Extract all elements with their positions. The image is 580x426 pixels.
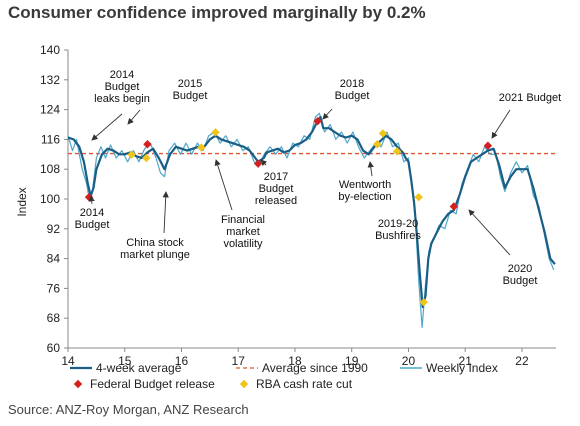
y-tick-label: 140 <box>40 43 60 57</box>
annotation-text: 2014 <box>110 69 134 81</box>
legend-item: Weekly Index <box>400 361 498 375</box>
budget-release-marker <box>253 159 263 168</box>
annotation-text: 2019-20 <box>378 218 418 230</box>
annotation-text: 2018 <box>340 78 364 90</box>
legend-label: Average since 1990 <box>262 361 368 375</box>
annotation-arrow <box>468 209 511 256</box>
rba-rate-cut-marker <box>142 153 151 163</box>
annotation-arrow <box>491 109 511 139</box>
legend-item: Federal Budget release <box>73 377 215 391</box>
annotation-arrow <box>367 161 374 177</box>
x-tick-label: 18 <box>288 354 302 368</box>
legend-label: RBA cash rate cut <box>256 377 353 391</box>
legend-swatch <box>73 379 83 389</box>
annotation-arrow <box>127 109 141 125</box>
annotation: 2021 Budget <box>491 92 561 139</box>
y-tick-label: 84 <box>47 252 61 266</box>
annotation-arrow <box>260 159 268 167</box>
budget-release-marker <box>483 141 493 150</box>
rba-rate-cut-marker <box>211 128 220 137</box>
y-axis-label: Index <box>15 187 29 216</box>
legend-item: 4-week average <box>70 361 182 375</box>
annotation-arrow <box>214 159 233 211</box>
annotation-text: market plunge <box>120 249 190 261</box>
x-tick-label: 20 <box>402 354 416 368</box>
annotation-arrow <box>91 113 123 141</box>
annotation-text: 2014 <box>80 207 104 219</box>
rba-rate-cut-marker <box>127 150 136 159</box>
x-tick-label: 17 <box>232 354 246 368</box>
legend-swatch <box>239 379 249 389</box>
x-tick-label: 16 <box>175 354 189 368</box>
annotation-text: Budget <box>105 81 140 93</box>
x-tick-label: 15 <box>118 354 132 368</box>
annotation-text: leaks begin <box>94 93 150 105</box>
rba-rate-cut-marker <box>373 140 382 149</box>
annotation-text: 2015 <box>178 78 202 90</box>
y-tick-label: 68 <box>47 311 61 325</box>
weekly-index-line <box>67 112 555 329</box>
rba-rate-cut-marker <box>378 129 388 138</box>
annotation-text: 2017 <box>264 171 288 183</box>
source-note: Source: ANZ-Roy Morgan, ANZ Research <box>8 402 249 417</box>
rba-rate-cut-marker <box>414 192 423 202</box>
annotation-text: market <box>226 226 260 238</box>
legend-label: 4-week average <box>96 361 182 375</box>
annotation-text: by-election <box>338 191 391 203</box>
x-tick-label: 21 <box>459 354 473 368</box>
budget-release-marker <box>313 116 322 126</box>
y-tick-label: 92 <box>47 222 61 236</box>
annotation-arrow <box>322 108 333 120</box>
x-tick-label: 19 <box>345 354 359 368</box>
legend-label: Federal Budget release <box>90 377 215 391</box>
annotation-text: volatility <box>223 238 263 250</box>
y-tick-label: 124 <box>40 103 60 117</box>
chart-title: Consumer confidence improved marginally … <box>8 3 426 22</box>
y-tick-label: 60 <box>47 341 61 355</box>
annotation-arrow <box>162 191 169 234</box>
y-tick-label: 100 <box>40 192 60 206</box>
annotation-text: 2021 Budget <box>499 92 561 104</box>
legend-label: Weekly Index <box>426 361 498 375</box>
y-tick-label: 76 <box>47 281 61 295</box>
rba-rate-cut-marker <box>392 147 402 156</box>
y-tick-label: 108 <box>40 162 60 176</box>
budget-release-marker <box>143 140 152 149</box>
x-tick-label: 22 <box>515 354 529 368</box>
y-tick-label: 116 <box>41 132 60 146</box>
annotation-text: Budget <box>173 90 208 102</box>
annotation-text: Budget <box>335 90 370 102</box>
rba-rate-cut-marker <box>197 143 206 152</box>
y-tick-label: 132 <box>40 73 60 87</box>
rba-rate-cut-marker <box>419 297 428 307</box>
four-week-average-line <box>67 115 556 309</box>
legend-item: Average since 1990 <box>236 361 368 375</box>
annotation-text: Bushfires <box>375 230 421 242</box>
annotation-text: Budget <box>75 219 110 231</box>
budget-release-marker <box>449 202 459 211</box>
annotation-arrow <box>88 195 95 205</box>
annotation-text: China stock <box>126 237 184 249</box>
annotation-text: Budget <box>503 275 538 287</box>
annotation-text: released <box>255 195 297 207</box>
annotation-text: 2020 <box>508 263 532 275</box>
x-tick-label: 14 <box>61 354 75 368</box>
annotation-text: Financial <box>221 214 265 226</box>
annotation-text: Wentworth <box>339 179 391 191</box>
legend-item: RBA cash rate cut <box>239 377 353 391</box>
annotation-text: Budget <box>259 183 294 195</box>
